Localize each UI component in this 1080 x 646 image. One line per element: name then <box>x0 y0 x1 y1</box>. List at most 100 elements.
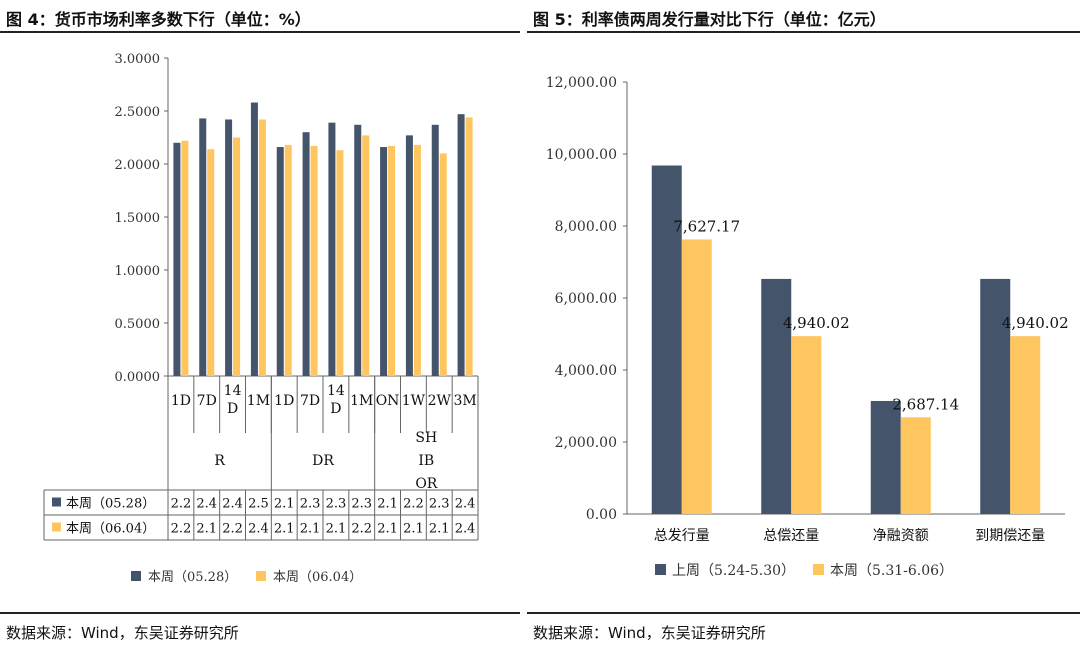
right-bar-last-week <box>870 400 901 514</box>
right-bar-this-week <box>900 417 931 514</box>
right-y-tick-label: 2,000.00 <box>555 435 617 451</box>
left-y-tick-label: 0.5000 <box>115 317 161 332</box>
left-category-label: 2W <box>428 393 452 409</box>
left-table-legend-key <box>52 497 61 507</box>
left-table-value: 2.4 <box>248 522 269 537</box>
left-table-value: 2.5 <box>248 497 269 512</box>
left-category-label: D <box>227 401 238 417</box>
left-table-value: 2.2 <box>171 497 192 512</box>
left-bar-0528 <box>276 147 284 376</box>
left-table-value: 2.2 <box>351 522 372 537</box>
left-bar-0528 <box>328 122 336 376</box>
left-category-label: 1D <box>274 393 294 409</box>
right-bar-last-week <box>651 165 682 514</box>
right-source-rule <box>527 612 1080 614</box>
left-table-value: 2.3 <box>300 497 321 512</box>
right-y-tick-label: 0.00 <box>586 507 617 523</box>
left-bar-0528 <box>380 147 388 376</box>
left-source-note: 数据来源：Wind，东吴证券研究所 <box>6 624 239 642</box>
left-table-value: 2.1 <box>377 497 398 512</box>
left-table-value: 2.1 <box>274 522 295 537</box>
left-table-value: 2.1 <box>274 497 295 512</box>
left-bar-0604 <box>284 144 292 376</box>
left-table-value: 2.4 <box>222 497 243 512</box>
left-table-value: 2.2 <box>403 497 424 512</box>
right-category-label: 总发行量 <box>654 528 710 544</box>
left-bar-0528 <box>302 132 310 376</box>
right-data-label: 4,940.02 <box>1002 314 1069 332</box>
left-bar-0528 <box>431 124 439 376</box>
right-y-tick-label: 12,000.00 <box>546 75 617 91</box>
left-bar-0528 <box>199 118 207 377</box>
left-title-rule <box>0 31 520 33</box>
left-category-label: 14 <box>224 383 242 399</box>
right-data-label: 4,940.02 <box>783 314 850 332</box>
right-legend-label-1: 本周（5.31-6.06） <box>830 563 953 579</box>
left-category-label: 1D <box>171 393 191 409</box>
left-bar-0528 <box>405 135 413 376</box>
left-group-label: IB <box>418 453 434 469</box>
left-category-label: ON <box>376 393 400 409</box>
right-category-label: 到期偿还量 <box>975 528 1045 544</box>
left-table-legend-key <box>52 522 61 532</box>
left-chart-panel: 图 4：货币市场利率多数下行（单位：%） 0.0000 0.5000 1.0000 1… <box>0 0 520 646</box>
right-bar-last-week <box>761 278 792 514</box>
left-legend-label-0: 本周（05.28） <box>148 570 237 585</box>
left-y-tick-label: 1.0000 <box>115 264 161 279</box>
left-legend-key-1 <box>256 571 266 581</box>
right-data-label: 2,687.14 <box>892 395 959 413</box>
left-bar-0604 <box>207 149 215 376</box>
left-table-value: 2.2 <box>222 522 243 537</box>
left-category-label: D <box>330 401 341 417</box>
left-source-rule <box>0 612 520 614</box>
left-table-value: 2.1 <box>429 522 450 537</box>
right-bar-this-week <box>1010 336 1041 514</box>
left-bar-0604 <box>388 145 396 376</box>
left-legend-key-0 <box>131 571 141 581</box>
money-market-rate-chart: 0.0000 0.5000 1.0000 1.5000 2.0000 2.5000 3.00… <box>43 52 479 585</box>
left-category-label: 1W <box>402 393 426 409</box>
left-table-value: 2.4 <box>455 497 476 512</box>
left-group-label: R <box>214 453 225 469</box>
right-chart-panel: 图 5：利率债两周发行量对比下行（单位：亿元） 0.00 2,000.00 4,00… <box>527 0 1080 646</box>
right-y-tick-label: 6,000.00 <box>555 291 617 307</box>
left-category-label: 7D <box>197 393 217 409</box>
left-bar-0528 <box>354 124 362 376</box>
left-bar-0528 <box>225 119 233 376</box>
right-category-label: 总偿还量 <box>763 528 819 544</box>
right-y-tick-label: 8,000.00 <box>555 219 617 235</box>
left-group-label: SH <box>415 430 437 446</box>
right-bar-this-week <box>791 336 822 514</box>
left-y-tick-label: 3.0000 <box>115 52 161 67</box>
left-bar-0604 <box>413 144 421 376</box>
left-bar-0604 <box>336 150 344 376</box>
left-table-value: 2.3 <box>351 497 372 512</box>
right-legend-label-0: 上周（5.24-5.30） <box>672 563 795 579</box>
left-table-value: 2.4 <box>196 497 217 512</box>
left-table-value: 2.1 <box>403 522 424 537</box>
left-bar-0604 <box>439 153 447 376</box>
left-group-label: DR <box>312 453 334 469</box>
left-y-tick-label: 0.0000 <box>115 370 161 385</box>
left-bar-0604 <box>362 135 370 376</box>
left-category-label: 1M <box>247 393 270 409</box>
right-y-tick-label: 4,000.00 <box>555 363 617 379</box>
right-data-label: 7,627.17 <box>673 217 740 235</box>
right-bar-last-week <box>980 278 1011 514</box>
left-bar-0604 <box>233 137 241 376</box>
left-table-value: 2.4 <box>455 522 476 537</box>
left-table-value: 2.1 <box>377 522 398 537</box>
right-legend-key-0 <box>655 564 666 575</box>
left-table-value: 2.3 <box>326 497 347 512</box>
right-source-note: 数据来源：Wind，东吴证券研究所 <box>533 624 766 642</box>
left-bar-0604 <box>258 119 266 376</box>
left-bar-0604 <box>310 145 318 376</box>
left-table-value: 2.1 <box>196 522 217 537</box>
left-bar-0604 <box>465 117 473 377</box>
left-chart-title: 图 4：货币市场利率多数下行（单位：%） <box>6 10 311 29</box>
left-category-label: 1M <box>350 393 373 409</box>
left-table-series-name: 本周（05.28） <box>66 497 155 512</box>
left-y-tick-label: 2.5000 <box>115 105 161 120</box>
right-bar-this-week <box>681 239 712 514</box>
right-title-rule <box>527 31 1080 33</box>
